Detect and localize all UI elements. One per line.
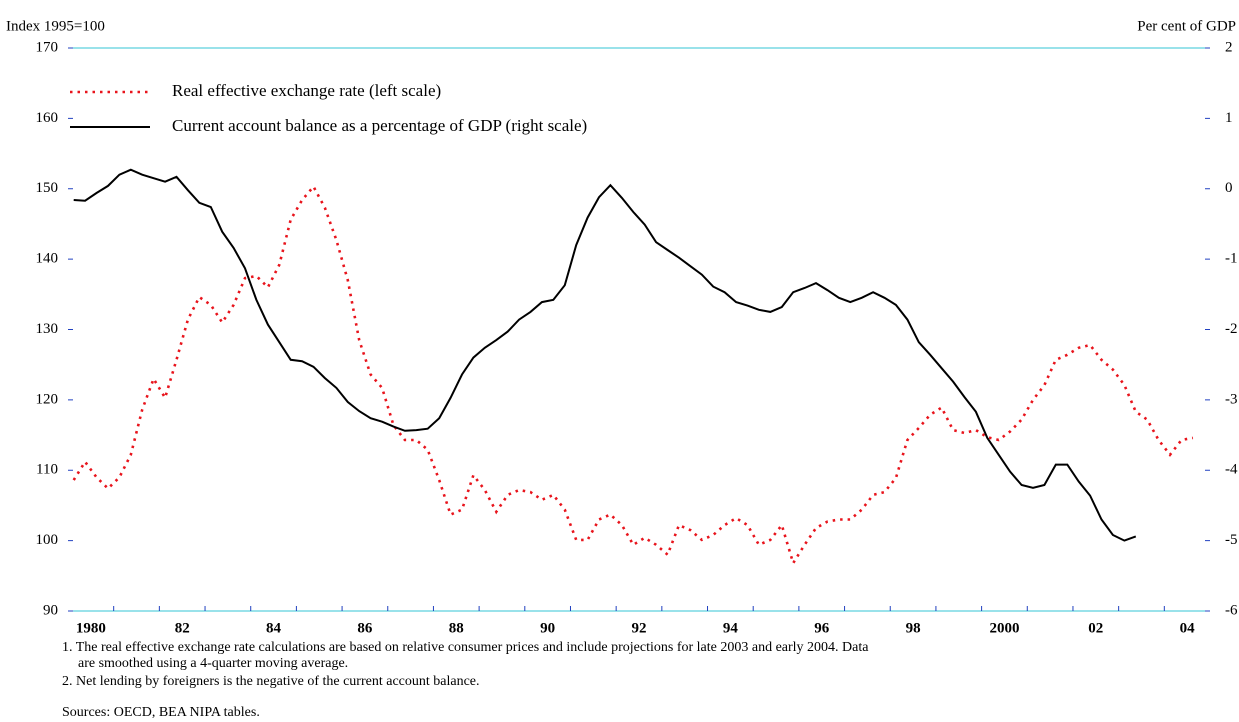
footnote: Sources: OECD, BEA NIPA tables. — [62, 705, 260, 720]
legend-label: Current account balance as a percentage … — [172, 116, 587, 135]
x-tick-label: 86 — [357, 620, 373, 636]
y-tick-label: 130 — [36, 321, 59, 337]
y2-axis-label: Per cent of GDP — [1137, 18, 1236, 34]
y2-tick-label: 2 — [1225, 39, 1233, 55]
legend-label: Real effective exchange rate (left scale… — [172, 81, 441, 100]
x-tick-label: 2000 — [989, 620, 1019, 636]
x-tick-label: 84 — [266, 620, 282, 636]
y2-tick-label: 1 — [1225, 110, 1233, 126]
footnote: 1. The real effective exchange rate calc… — [62, 640, 869, 655]
x-tick-label: 88 — [449, 620, 464, 636]
y-tick-label: 160 — [36, 110, 59, 126]
y-tick-label: 100 — [36, 532, 59, 548]
y2-tick-label: -2 — [1225, 321, 1238, 337]
y-axis-label: Index 1995=100 — [6, 18, 105, 34]
x-tick-label: 98 — [906, 620, 921, 636]
y-tick-label: 90 — [43, 602, 58, 618]
y2-tick-label: -1 — [1225, 251, 1238, 267]
y2-tick-label: -4 — [1225, 462, 1238, 478]
footnote: 2. Net lending by foreigners is the nega… — [62, 674, 480, 689]
y2-tick-label: -5 — [1225, 532, 1238, 548]
series-line — [72, 184, 1194, 567]
y-tick-label: 150 — [36, 180, 59, 196]
x-tick-label: 02 — [1088, 620, 1103, 636]
y-tick-label: 170 — [36, 39, 59, 55]
x-tick-label: 82 — [175, 620, 190, 636]
series-line — [73, 168, 1137, 542]
x-tick-label: 1980 — [76, 620, 106, 636]
x-tick-label: 94 — [723, 620, 739, 636]
x-tick-label: 92 — [632, 620, 647, 636]
y2-tick-label: -6 — [1225, 602, 1238, 618]
x-tick-label: 96 — [814, 620, 830, 636]
x-tick-label: 90 — [540, 620, 555, 636]
y-tick-label: 140 — [36, 251, 59, 267]
y-tick-label: 110 — [36, 462, 58, 478]
footnote: are smoothed using a 4-quarter moving av… — [78, 656, 348, 671]
y-tick-label: 120 — [36, 391, 59, 407]
x-tick-label: 04 — [1180, 620, 1196, 636]
y2-tick-label: -3 — [1225, 391, 1238, 407]
y2-tick-label: 0 — [1225, 180, 1233, 196]
